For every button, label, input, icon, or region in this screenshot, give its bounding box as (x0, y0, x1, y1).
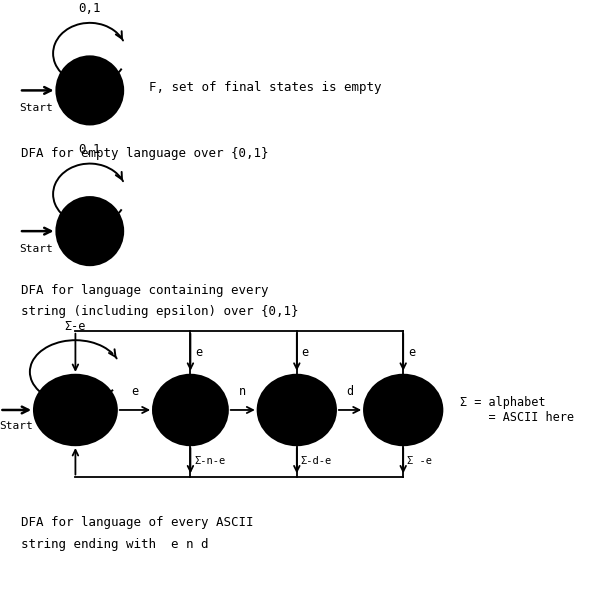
Text: Σ-e: Σ-e (65, 320, 86, 332)
Text: DFA for empty language over {0,1}: DFA for empty language over {0,1} (21, 147, 268, 160)
Text: Σ-d-e: Σ-d-e (301, 456, 332, 466)
Ellipse shape (153, 375, 228, 445)
Ellipse shape (34, 375, 117, 445)
Ellipse shape (62, 203, 117, 259)
Text: e: e (408, 346, 415, 359)
Text: Start: Start (19, 244, 53, 254)
Text: d: d (346, 385, 353, 398)
Text: end: end (392, 404, 415, 416)
Text: Σ-n-e: Σ-n-e (195, 456, 226, 466)
Ellipse shape (56, 197, 123, 265)
Text: Σ = alphabet
    = ASCII here: Σ = alphabet = ASCII here (459, 396, 574, 424)
Text: q0: q0 (81, 83, 98, 98)
Text: Start: Start (19, 103, 53, 113)
Ellipse shape (364, 375, 442, 445)
Text: Σ -e: Σ -e (407, 456, 432, 466)
Text: string (including epsilon) over {0,1}: string (including epsilon) over {0,1} (21, 305, 298, 318)
Ellipse shape (56, 56, 123, 125)
Text: Start: Start (0, 420, 34, 431)
Ellipse shape (370, 380, 436, 440)
Text: e: e (187, 404, 194, 416)
Text: en: en (289, 404, 304, 416)
Text: DFA for language containing every: DFA for language containing every (21, 284, 268, 297)
Text: 0,1: 0,1 (78, 143, 101, 156)
Text: DFA for language of every ASCII: DFA for language of every ASCII (21, 516, 253, 528)
Ellipse shape (258, 375, 336, 445)
Text: q0: q0 (81, 224, 98, 238)
Text: string ending with  e n d: string ending with e n d (21, 538, 208, 551)
Text: n: n (239, 385, 246, 398)
Text: 0,1: 0,1 (78, 2, 101, 15)
Text: q0: q0 (68, 404, 83, 416)
Text: e: e (131, 385, 138, 398)
Text: F, set of final states is empty: F, set of final states is empty (149, 81, 382, 94)
Text: e: e (195, 346, 202, 359)
Text: e: e (301, 346, 308, 359)
